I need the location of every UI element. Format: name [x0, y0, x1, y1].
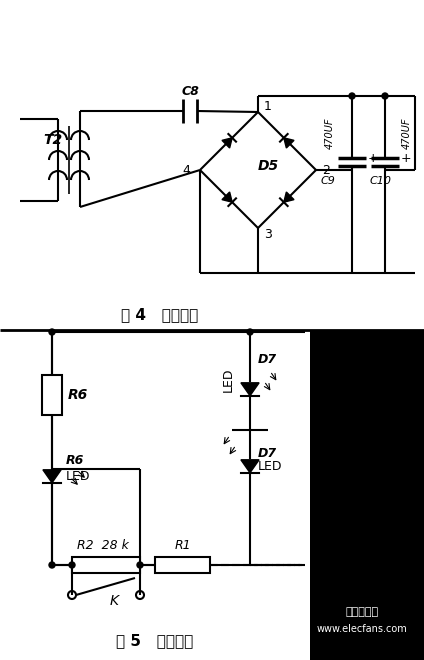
- Text: www.elecfans.com: www.elecfans.com: [317, 624, 407, 634]
- Bar: [310, 330, 424, 660]
- Text: 470UF: 470UF: [402, 117, 412, 148]
- Text: 图 4   接收电路: 图 4 接收电路: [121, 307, 198, 322]
- Text: D5: D5: [257, 159, 279, 173]
- Polygon shape: [222, 192, 232, 202]
- Text: R6: R6: [68, 388, 88, 402]
- Polygon shape: [241, 460, 259, 473]
- Circle shape: [247, 329, 253, 335]
- Text: D7: D7: [258, 353, 277, 366]
- Polygon shape: [43, 470, 61, 483]
- Circle shape: [49, 562, 55, 568]
- Circle shape: [49, 329, 55, 335]
- Circle shape: [69, 562, 75, 568]
- Polygon shape: [241, 383, 259, 396]
- Text: 470UF: 470UF: [325, 117, 335, 148]
- Bar: [155, 557, 210, 573]
- Text: R2  28 k: R2 28 k: [77, 539, 129, 552]
- Text: R6: R6: [66, 455, 84, 467]
- Text: +: +: [368, 152, 379, 164]
- Text: LED: LED: [66, 471, 90, 484]
- Text: LED: LED: [221, 368, 234, 392]
- Text: 3: 3: [264, 228, 272, 241]
- Text: 电子发烧友: 电子发烧友: [346, 607, 379, 617]
- Text: K: K: [109, 594, 119, 608]
- Circle shape: [382, 93, 388, 99]
- Bar: [72, 557, 140, 573]
- Text: 图 5   充电电路: 图 5 充电电路: [116, 633, 194, 648]
- Text: C9: C9: [320, 176, 335, 186]
- Polygon shape: [284, 192, 294, 202]
- Text: C8: C8: [181, 85, 199, 98]
- Polygon shape: [222, 138, 232, 148]
- Text: D7: D7: [258, 447, 277, 460]
- Circle shape: [349, 93, 355, 99]
- Text: T2: T2: [43, 133, 63, 147]
- Text: 1: 1: [264, 100, 272, 113]
- Bar: [42, 375, 62, 415]
- Text: 4: 4: [182, 164, 190, 176]
- Text: LED: LED: [258, 460, 282, 473]
- Text: +: +: [401, 152, 412, 164]
- Circle shape: [137, 562, 143, 568]
- Text: R1: R1: [174, 539, 191, 552]
- Polygon shape: [284, 138, 294, 148]
- Text: C10: C10: [370, 176, 392, 186]
- Text: 2: 2: [322, 164, 330, 176]
